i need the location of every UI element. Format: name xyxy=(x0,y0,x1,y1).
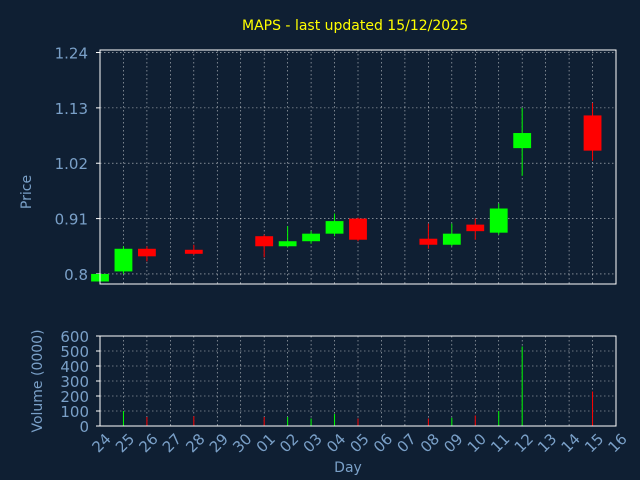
candle-body xyxy=(255,236,274,247)
price-panel: 0.8 0.91 1.02 1.13 1.24 xyxy=(55,45,617,285)
volume-tick-label: 200 xyxy=(60,388,89,406)
volume-tick-label: 0 xyxy=(79,418,89,436)
price-tick-label: 0.91 xyxy=(55,211,88,229)
volume-axis-label: Volume (0000) xyxy=(30,329,46,432)
volume-tick-label: 300 xyxy=(60,373,89,391)
candle-body xyxy=(302,233,321,242)
candle-body xyxy=(489,208,508,233)
volume-tick-label: 500 xyxy=(60,343,89,361)
price-panel-frame xyxy=(99,49,617,285)
price-tick-label: 1.24 xyxy=(55,45,88,63)
volume-tick-label: 400 xyxy=(60,358,89,376)
candle-body xyxy=(325,221,344,234)
price-tick-label: 1.13 xyxy=(55,100,88,118)
price-axis-label: Price xyxy=(19,175,35,209)
volume-tick-label: 100 xyxy=(60,403,89,421)
chart-title: MAPS - last updated 15/12/2025 xyxy=(242,18,468,34)
candle-body xyxy=(349,218,367,240)
x-axis: 2425262728293001020304050607080910111213… xyxy=(89,430,631,456)
volume-panel-frame xyxy=(99,335,617,427)
candle-body xyxy=(466,224,485,232)
candle-body xyxy=(442,233,461,245)
candle-body xyxy=(419,238,438,245)
candle-body xyxy=(114,248,133,272)
candle-body xyxy=(278,241,297,247)
candle-body xyxy=(137,248,156,257)
price-tick-label: 1.02 xyxy=(55,155,88,173)
candle-body xyxy=(184,249,203,254)
price-tick-label: 0.8 xyxy=(64,266,88,284)
candle-body xyxy=(583,115,602,151)
x-axis-label: Day xyxy=(334,460,362,476)
volume-tick-label: 600 xyxy=(60,328,89,346)
candle-body xyxy=(513,133,532,149)
